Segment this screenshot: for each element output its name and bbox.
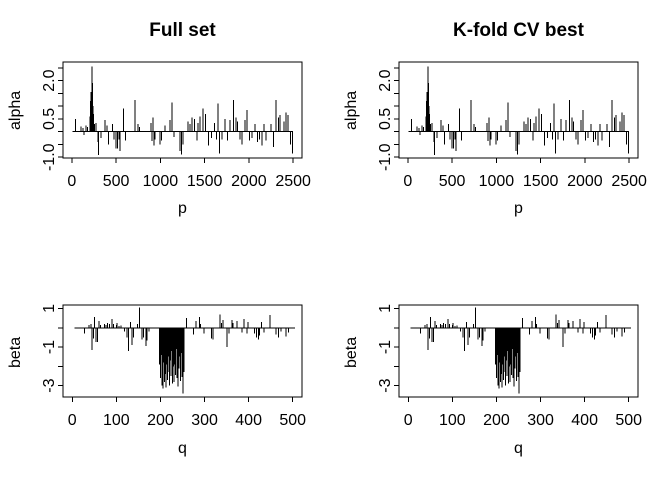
svg-text:0: 0: [67, 173, 76, 190]
x-axis-label-p: p: [514, 200, 523, 217]
svg-text:1000: 1000: [479, 173, 515, 190]
svg-text:1: 1: [377, 304, 394, 313]
svg-text:0.5: 0.5: [377, 108, 394, 130]
svg-text:2.0: 2.0: [41, 69, 58, 91]
panel-top-right: K-fold CV best alpha 0 500 1000 1500 2000 250…: [336, 0, 672, 240]
svg-text:2000: 2000: [231, 173, 267, 190]
svg-text:2000: 2000: [567, 173, 603, 190]
panel-bottom-left: beta 0 100 200 300 400 500 -3 -1 1 q: [0, 240, 336, 480]
svg-text:300: 300: [527, 412, 554, 429]
spike-plot-full-set-beta: 0 100 200 300 400 500 -3 -1 1: [41, 304, 306, 429]
spike-plot-kfold-beta: 0 100 200 300 400 500 -3 -1 1: [377, 304, 642, 429]
svg-text:0: 0: [68, 412, 77, 429]
panel-title-full-set: Full set: [149, 20, 216, 41]
svg-text:0: 0: [404, 412, 413, 429]
svg-text:1000: 1000: [143, 173, 179, 190]
svg-text:1: 1: [41, 304, 58, 313]
panel-top-left: Full set alpha 0 500 1000 1500 2000 2500 -1.0 0…: [0, 0, 336, 240]
svg-text:200: 200: [483, 412, 510, 429]
svg-text:100: 100: [103, 412, 130, 429]
spike-plot-kfold-alpha: 0 500 1000 1500 2000 2500 -1.0 0.5 2.0: [377, 61, 647, 190]
svg-text:500: 500: [279, 412, 306, 429]
x-axis-label-p: p: [178, 200, 187, 217]
svg-text:500: 500: [439, 173, 466, 190]
svg-text:-1.0: -1.0: [377, 143, 394, 171]
svg-text:-1: -1: [41, 340, 58, 354]
svg-text:2.0: 2.0: [377, 69, 394, 91]
svg-text:0: 0: [403, 173, 412, 190]
svg-text:500: 500: [103, 173, 130, 190]
svg-text:2500: 2500: [275, 173, 311, 190]
svg-text:500: 500: [615, 412, 642, 429]
svg-text:-3: -3: [377, 378, 394, 392]
svg-text:1500: 1500: [523, 173, 559, 190]
x-axis-label-q: q: [514, 440, 523, 457]
svg-text:300: 300: [191, 412, 218, 429]
spike-plot-full-set-alpha: 0 500 1000 1500 2000 2500 -1.0 0.5 2.0: [41, 61, 311, 190]
svg-text:400: 400: [571, 412, 598, 429]
panel-title-kfold-cv-best: K-fold CV best: [453, 20, 584, 41]
panel-bottom-right: beta 0 100 200 300 400 500 -3 -1 1 q: [336, 240, 672, 480]
svg-text:2500: 2500: [611, 173, 647, 190]
svg-text:-1.0: -1.0: [41, 143, 58, 171]
svg-text:1500: 1500: [187, 173, 223, 190]
svg-text:100: 100: [439, 412, 466, 429]
svg-text:-1: -1: [377, 340, 394, 354]
svg-text:0.5: 0.5: [41, 108, 58, 130]
x-axis-label-q: q: [178, 440, 187, 457]
svg-text:200: 200: [147, 412, 174, 429]
svg-text:400: 400: [235, 412, 262, 429]
svg-text:-3: -3: [41, 378, 58, 392]
